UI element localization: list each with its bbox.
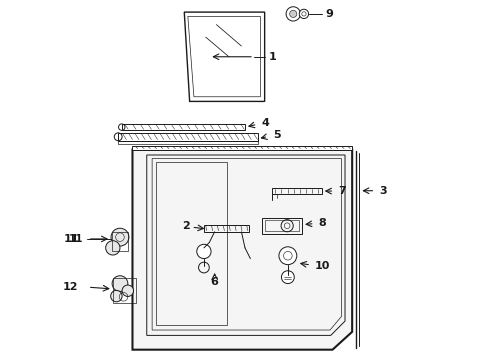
Text: 11: 11: [69, 234, 83, 244]
Circle shape: [122, 285, 134, 296]
Polygon shape: [132, 146, 352, 150]
Circle shape: [281, 271, 294, 284]
Text: 5: 5: [273, 130, 280, 140]
Text: 7: 7: [338, 186, 345, 196]
Circle shape: [286, 7, 300, 21]
Text: 4: 4: [261, 118, 269, 128]
Text: 1: 1: [268, 52, 276, 62]
Text: 11: 11: [63, 234, 79, 244]
Text: 12: 12: [63, 282, 78, 292]
Text: 6: 6: [211, 277, 219, 287]
Circle shape: [299, 9, 309, 18]
Text: 8: 8: [318, 218, 326, 228]
Text: 2: 2: [182, 221, 190, 231]
Circle shape: [111, 228, 129, 246]
Circle shape: [112, 276, 128, 292]
Text: 3: 3: [379, 186, 387, 196]
Circle shape: [290, 10, 297, 18]
Circle shape: [106, 241, 120, 255]
Text: 9: 9: [325, 9, 333, 19]
Circle shape: [111, 291, 122, 302]
Text: 10: 10: [315, 261, 330, 271]
Circle shape: [279, 247, 297, 265]
Circle shape: [197, 244, 211, 258]
Polygon shape: [132, 150, 352, 350]
